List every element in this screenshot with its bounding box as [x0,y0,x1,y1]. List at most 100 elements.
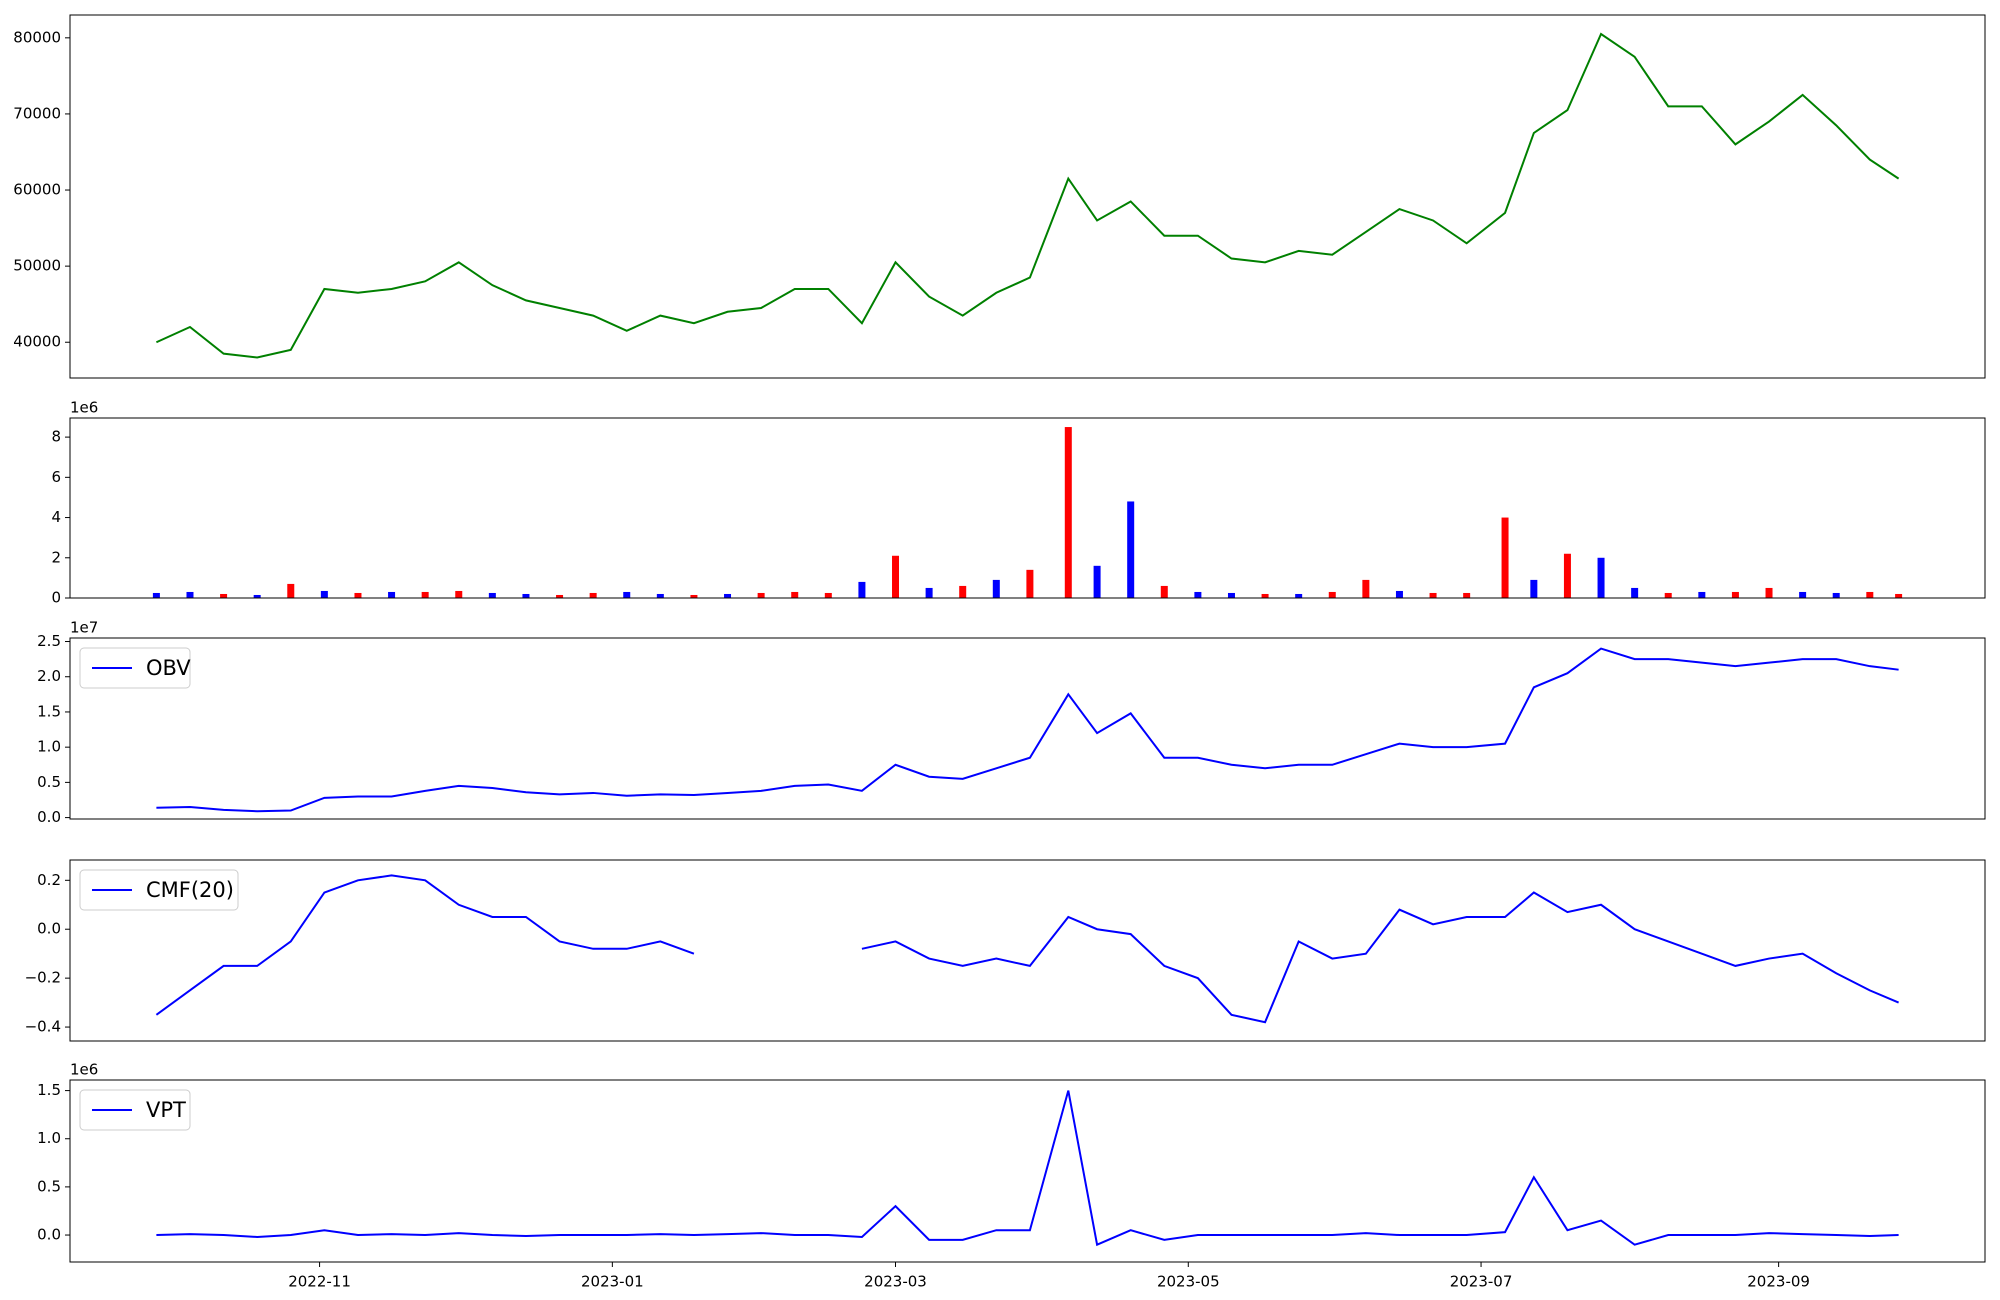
volume-bar [1895,593,1903,598]
volume-bar [1530,579,1538,598]
axis-offset-label: 1e7 [70,619,98,637]
panel-frame [69,637,1986,820]
axis-offset-label: 1e6 [70,399,98,417]
volume-bar [1194,591,1202,598]
volume-bar [1698,591,1706,598]
volume-bar [253,594,261,598]
volume-bar [589,592,597,598]
panel-frame [69,417,1986,599]
legend-box [79,647,191,689]
y-tick-label: 1.0 [37,1129,61,1147]
volume-bar [1501,517,1509,598]
y-tick-label: 0.0 [37,1226,61,1244]
volume-bar [824,592,832,598]
volume-bar [1463,592,1471,598]
volume-bar [1731,591,1739,598]
volume-bar [1799,591,1807,598]
volume-bar [992,579,1000,598]
data-line [155,874,1900,1024]
volume-bar [1563,553,1571,598]
volume-bar [1064,427,1072,598]
x-tick-label: 2023-05 [1157,1273,1220,1291]
panel-frame [69,859,1986,1042]
y-tick-label: 2.0 [37,667,61,685]
volume-bar [186,591,194,598]
volume-bar [287,583,295,598]
volume-bar [1866,591,1874,598]
y-tick-label: −0.2 [25,969,61,987]
y-tick-label: 1.0 [37,738,61,756]
data-line [156,1090,1899,1247]
volume-bar [1160,585,1168,598]
y-tick-label: 80000 [13,28,61,46]
data-line [155,32,1900,359]
x-tick-label: 2023-09 [1747,1273,1810,1291]
y-tick-label: 0 [51,589,61,607]
y-tick-label: 2 [51,548,61,566]
y-tick-label: 1.5 [37,1081,61,1099]
y-tick-label: 8 [51,428,61,446]
legend-label: CMF(20) [146,878,234,902]
volume-bar [152,592,160,598]
y-tick-label: 0.5 [37,773,61,791]
legend: CMF(20) [79,869,239,911]
y-tick-label: 0.0 [37,808,61,826]
volume-bar [724,593,732,598]
volume-bar [1664,592,1672,598]
axis-offset-label: 1e6 [70,1061,98,1079]
y-tick-label: 0.2 [37,871,61,889]
y-tick-label: −0.4 [25,1018,61,1036]
volume-bar [1127,501,1135,598]
y-tick-label: 0.0 [37,920,61,938]
volume-bar [354,592,362,598]
y-tick-label: 1.5 [37,702,61,720]
volume-bar [1261,593,1269,598]
legend: VPT [79,1089,191,1131]
volume-bar [1765,587,1773,598]
x-tick-label: 2023-03 [864,1273,927,1291]
legend: OBV [79,647,191,689]
panel-frame [69,1079,1986,1263]
x-tick-label: 2023-07 [1450,1273,1513,1291]
y-tick-label: 60000 [13,181,61,199]
volume-bar [757,592,765,598]
y-tick-label: 50000 [13,257,61,275]
volume-bar [488,592,496,598]
volume-bar [959,585,967,598]
y-tick-label: 4 [51,508,61,526]
y-tick-label: 2.5 [37,632,61,650]
volume-bar [1093,565,1101,598]
volume-bar [1395,590,1403,598]
volume-bar [791,591,799,598]
volume-bar [388,591,396,598]
volume-bar [556,594,564,598]
volume-bar [220,593,228,598]
legend-box [79,869,239,911]
volume-bar [1227,592,1235,598]
panel-frame [69,14,1986,379]
volume-bar [892,555,900,598]
volume-bar [1631,587,1639,598]
volume-bar [1832,592,1840,598]
volume-bar [1429,592,1437,598]
x-tick-label: 2022-11 [288,1273,351,1291]
volume-bar [925,587,933,598]
legend-label: OBV [146,656,191,680]
legend-label: VPT [146,1098,186,1122]
volume-bar [656,593,664,598]
x-tick-label: 2023-01 [581,1273,644,1291]
y-tick-label: 40000 [13,333,61,351]
volume-bar [1362,579,1370,598]
data-line [156,647,1899,813]
volume-bar [1295,593,1303,598]
y-tick-label: 0.5 [37,1177,61,1195]
volume-bar [522,593,530,598]
y-tick-label: 6 [51,468,61,486]
volume-bar [690,594,698,598]
volume-bar [455,590,463,598]
volume-bar [320,590,328,598]
volume-bar [1597,557,1605,598]
volume-bar [623,591,631,598]
y-tick-label: 70000 [13,104,61,122]
